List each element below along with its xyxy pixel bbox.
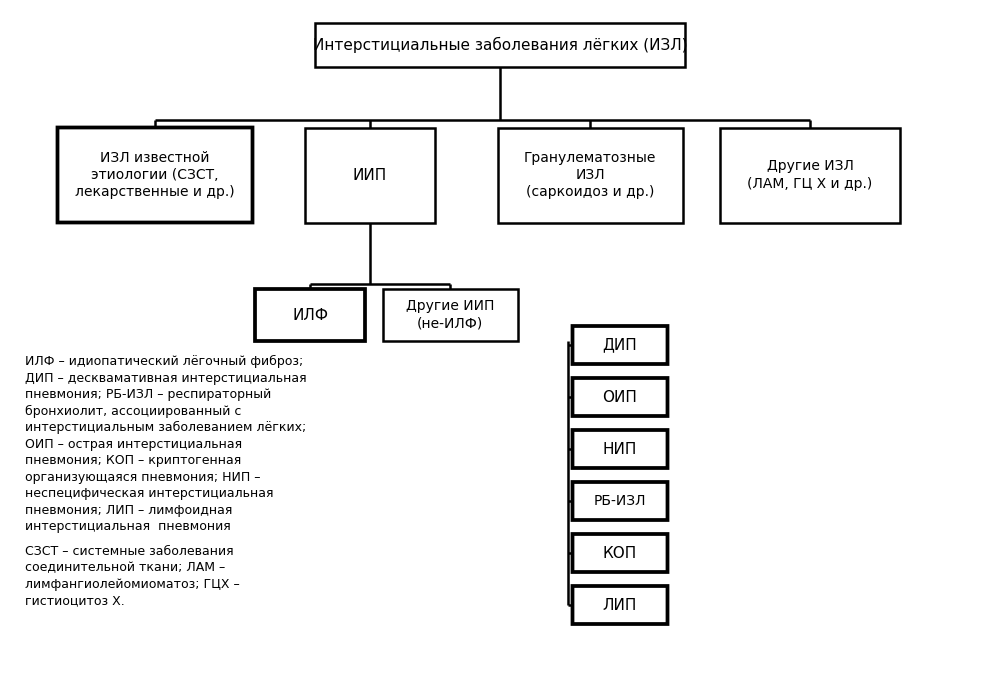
Text: Другие ИИП
(не-ИЛФ): Другие ИИП (не-ИЛФ) [405,299,494,331]
FancyBboxPatch shape [497,128,681,223]
Text: Гранулематозные
ИЗЛ
(саркоидоз и др.): Гранулематозные ИЗЛ (саркоидоз и др.) [524,151,656,200]
Text: ИИП: ИИП [353,168,387,182]
Text: ИЗЛ известной
этиологии (СЗСТ,
лекарственные и др.): ИЗЛ известной этиологии (СЗСТ, лекарстве… [75,151,235,200]
Text: Другие ИЗЛ
(ЛАМ, ГЦ Х и др.): Другие ИЗЛ (ЛАМ, ГЦ Х и др.) [746,159,872,191]
FancyBboxPatch shape [572,430,667,468]
FancyBboxPatch shape [719,128,899,223]
Text: ОИП: ОИП [601,389,637,405]
FancyBboxPatch shape [572,326,667,364]
FancyBboxPatch shape [572,534,667,572]
Text: НИП: НИП [602,442,637,456]
FancyBboxPatch shape [572,482,667,520]
Text: СЗСТ – системные заболевания
соединительной ткани; ЛАМ –
лимфангиолейомиоматоз; : СЗСТ – системные заболевания соединитель… [25,545,240,607]
Text: ИЛФ: ИЛФ [292,308,327,322]
FancyBboxPatch shape [57,128,252,223]
FancyBboxPatch shape [572,378,667,416]
Text: РБ-ИЗЛ: РБ-ИЗЛ [594,494,646,508]
FancyBboxPatch shape [383,289,517,341]
Text: ДИП: ДИП [602,338,637,352]
Text: ЛИП: ЛИП [602,597,637,613]
FancyBboxPatch shape [305,128,435,223]
FancyBboxPatch shape [315,23,684,67]
FancyBboxPatch shape [254,289,365,341]
Text: ИЛФ – идиопатический лёгочный фиброз;
ДИП – десквамативная интерстициальная
пнев: ИЛФ – идиопатический лёгочный фиброз; ДИ… [25,355,307,533]
Text: Интерстициальные заболевания лёгких (ИЗЛ): Интерстициальные заболевания лёгких (ИЗЛ… [313,37,686,53]
FancyBboxPatch shape [572,586,667,624]
Text: КОП: КОП [602,546,637,560]
